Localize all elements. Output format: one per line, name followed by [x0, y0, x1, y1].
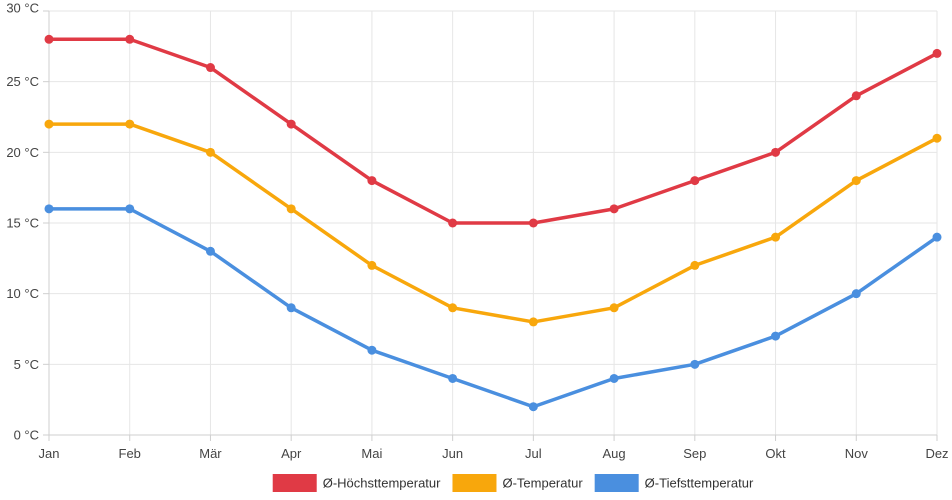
data-point[interactable] [44, 119, 54, 129]
series-2 [44, 119, 942, 327]
data-point[interactable] [367, 176, 377, 186]
y-tick-label: 30 °C [6, 1, 39, 16]
legend[interactable]: Ø-Höchsttemperatur Ø-Temperatur Ø-Tiefstte… [272, 474, 754, 492]
data-point[interactable] [771, 232, 781, 242]
y-tick-label: 0 °C [14, 428, 39, 443]
legend-item[interactable]: Ø-Temperatur [452, 474, 583, 492]
x-tick-label: Nov [845, 446, 869, 461]
data-point[interactable] [205, 246, 215, 256]
data-point[interactable] [448, 303, 458, 313]
legend-item[interactable]: Ø-Höchsttemperatur [272, 474, 441, 492]
x-tick-label: Sep [683, 446, 706, 461]
data-point[interactable] [932, 133, 942, 143]
data-point[interactable] [932, 232, 942, 242]
data-point[interactable] [448, 218, 458, 228]
x-tick-label: Jul [525, 446, 542, 461]
data-point[interactable] [528, 317, 538, 327]
data-point[interactable] [609, 373, 619, 383]
x-tick-label: Jan [39, 446, 60, 461]
series-layer [44, 34, 942, 412]
data-point[interactable] [367, 345, 377, 355]
data-point[interactable] [448, 373, 458, 383]
legend-swatch [272, 474, 317, 492]
series-line [47, 37, 939, 225]
x-tick-label: Feb [119, 446, 141, 461]
data-point[interactable] [690, 176, 700, 186]
x-tick-label: Mär [199, 446, 222, 461]
data-point[interactable] [205, 63, 215, 73]
data-point[interactable] [609, 204, 619, 214]
legend-swatch [594, 474, 639, 492]
y-tick-label: 20 °C [6, 145, 39, 160]
x-tick-label: Okt [765, 446, 786, 461]
series-1 [44, 34, 942, 228]
y-tick-label: 25 °C [6, 74, 39, 89]
data-point[interactable] [932, 48, 942, 58]
data-point[interactable] [286, 204, 296, 214]
data-point[interactable] [367, 260, 377, 270]
data-point[interactable] [44, 34, 54, 44]
data-point[interactable] [125, 119, 135, 129]
legend-swatch [452, 474, 497, 492]
data-point[interactable] [528, 218, 538, 228]
data-point[interactable] [125, 204, 135, 214]
y-tick-label: 10 °C [6, 286, 39, 301]
data-point[interactable] [690, 260, 700, 270]
data-point[interactable] [44, 204, 54, 214]
data-point[interactable] [690, 359, 700, 369]
legend-label: Ø-Tiefsttemperatur [645, 476, 754, 491]
y-tick-label: 5 °C [14, 357, 39, 372]
series-line [47, 207, 939, 409]
data-point[interactable] [851, 176, 861, 186]
data-point[interactable] [528, 402, 538, 412]
series-line [47, 122, 939, 324]
x-tick-label: Apr [281, 446, 302, 461]
x-tick-label: Jun [442, 446, 463, 461]
data-point[interactable] [286, 119, 296, 129]
data-point[interactable] [851, 289, 861, 299]
data-point[interactable] [771, 147, 781, 157]
series-3 [44, 204, 942, 412]
data-point[interactable] [205, 147, 215, 157]
legend-item[interactable]: Ø-Tiefsttemperatur [594, 474, 754, 492]
data-point[interactable] [286, 303, 296, 313]
data-point[interactable] [125, 34, 135, 44]
legend-label: Ø-Höchsttemperatur [323, 476, 441, 491]
legend-label: Ø-Temperatur [502, 476, 583, 491]
x-tick-label: Aug [603, 446, 626, 461]
axis-layer: 0 °C 5 °C 10 °C 15 °C 20 °C 25 °C 30 °C Jan Feb M… [6, 1, 948, 461]
data-point[interactable] [851, 91, 861, 101]
x-tick-label: Mai [361, 446, 382, 461]
data-point[interactable] [771, 331, 781, 341]
data-point[interactable] [609, 303, 619, 313]
y-tick-label: 15 °C [6, 216, 39, 231]
x-tick-label: Dez [925, 446, 948, 461]
